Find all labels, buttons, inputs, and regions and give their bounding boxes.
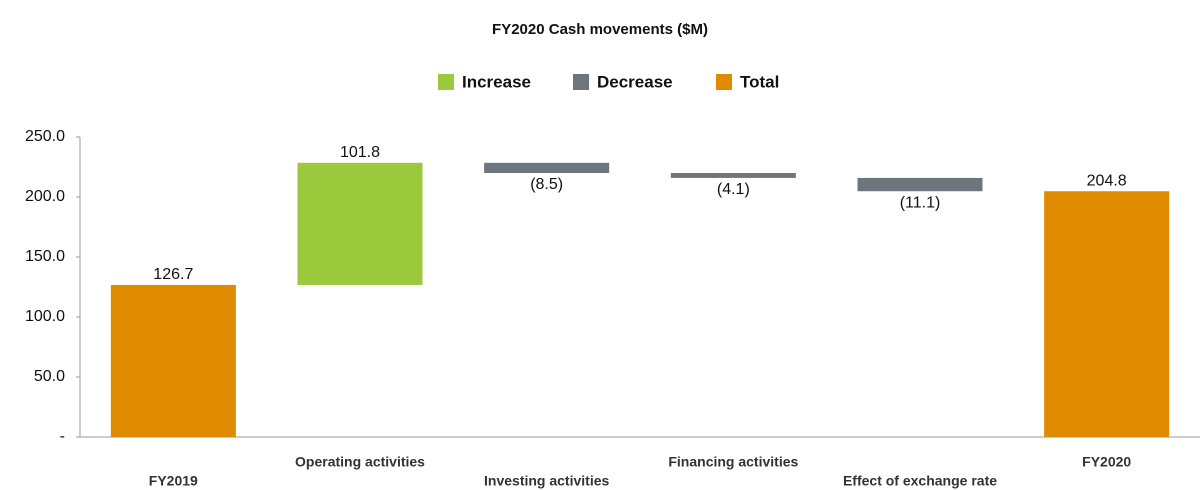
legend-swatch <box>573 74 589 90</box>
y-tick-label: 50.0 <box>34 368 65 385</box>
x-tick-label: Financing activities <box>668 454 798 470</box>
value-label: (11.1) <box>900 194 941 211</box>
legend-swatch <box>716 74 732 90</box>
value-label: 101.8 <box>340 144 380 161</box>
bar <box>1044 191 1170 437</box>
x-tick-label: FY2019 <box>149 473 198 489</box>
y-tick-label: 100.0 <box>25 308 65 325</box>
value-label: (8.5) <box>530 176 563 193</box>
x-tick-label: Effect of exchange rate <box>843 473 997 489</box>
bar <box>857 177 983 192</box>
legend-label: Decrease <box>597 72 673 91</box>
chart-title: FY2020 Cash movements ($M) <box>492 21 708 38</box>
bar <box>110 284 236 437</box>
x-tick-label: FY2020 <box>1082 454 1131 470</box>
y-tick-label: 250.0 <box>25 128 65 145</box>
value-label: 126.7 <box>153 266 193 283</box>
bar <box>297 162 423 285</box>
y-tick-label: 150.0 <box>25 248 65 265</box>
y-tick-label: - <box>60 428 65 445</box>
bar <box>484 162 610 173</box>
y-tick-label: 200.0 <box>25 188 65 205</box>
bar <box>670 173 796 178</box>
legend-label: Increase <box>462 72 531 91</box>
x-tick-label: Operating activities <box>295 454 425 470</box>
value-label: 204.8 <box>1087 172 1127 189</box>
x-tick-label: Investing activities <box>484 473 609 489</box>
legend-label: Total <box>740 72 779 91</box>
legend-swatch <box>438 74 454 90</box>
value-label: (4.1) <box>717 181 750 198</box>
